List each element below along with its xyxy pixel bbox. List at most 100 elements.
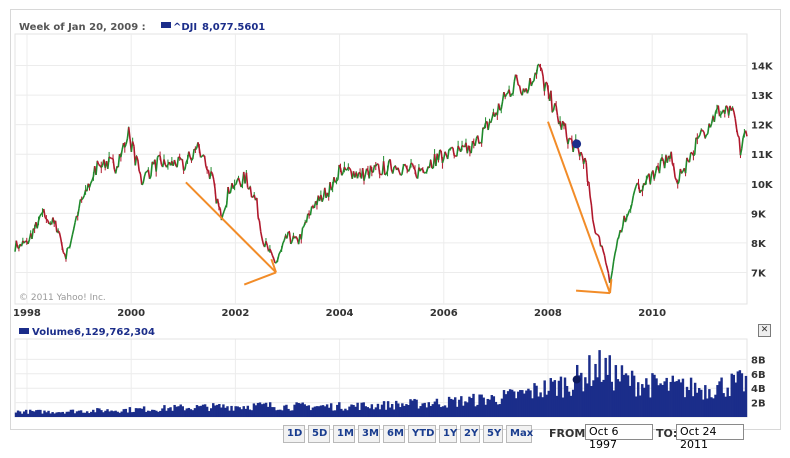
close-volume-button[interactable]: ✕ bbox=[758, 324, 771, 337]
price-segment bbox=[407, 168, 411, 172]
price-segment bbox=[148, 175, 152, 180]
price-segment bbox=[449, 146, 453, 150]
volume-bar bbox=[108, 411, 111, 417]
volume-bar bbox=[370, 404, 374, 417]
volume-bar bbox=[291, 410, 294, 417]
range-button-3m[interactable]: 3M bbox=[358, 425, 380, 443]
volume-bar bbox=[185, 408, 189, 417]
price-segment bbox=[555, 105, 559, 116]
volume-hover-marker bbox=[572, 375, 581, 384]
volume-bar bbox=[464, 401, 467, 417]
volume-bar bbox=[698, 388, 701, 417]
price-segment bbox=[500, 101, 504, 110]
y-tick-label: 10K bbox=[751, 180, 774, 191]
volume-bar bbox=[362, 402, 365, 417]
price-segment bbox=[512, 81, 516, 94]
volume-bar bbox=[537, 396, 540, 417]
volume-bar bbox=[602, 379, 605, 417]
volume-bar bbox=[149, 411, 152, 417]
price-segment bbox=[429, 159, 433, 169]
volume-bar bbox=[279, 409, 282, 417]
price-segment bbox=[114, 166, 118, 174]
volume-bar bbox=[179, 404, 182, 417]
volume-bar bbox=[338, 402, 341, 417]
volume-bar bbox=[539, 392, 542, 417]
price-segment bbox=[597, 234, 600, 238]
range-button-6m[interactable]: 6M bbox=[383, 425, 405, 443]
range-button-5y[interactable]: 5Y bbox=[483, 425, 503, 443]
volume-tick-label: 8B bbox=[751, 355, 766, 366]
volume-bar bbox=[254, 405, 258, 417]
price-segment bbox=[610, 270, 614, 279]
volume-bar bbox=[297, 403, 300, 417]
volume-bar bbox=[73, 413, 77, 417]
price-segment bbox=[58, 232, 62, 239]
range-button-5d[interactable]: 5D bbox=[308, 425, 330, 443]
price-segment bbox=[550, 90, 554, 113]
price-segment bbox=[163, 159, 167, 165]
range-button-ytd[interactable]: YTD bbox=[408, 425, 436, 443]
price-segment bbox=[580, 151, 584, 156]
volume-bar bbox=[685, 386, 689, 417]
range-button-max[interactable]: Max bbox=[506, 425, 533, 443]
volume-bar bbox=[232, 410, 235, 417]
x-tick-label: 2008 bbox=[534, 308, 562, 319]
volume-bar bbox=[649, 397, 652, 417]
price-segment bbox=[476, 135, 480, 144]
price-segment bbox=[744, 130, 748, 137]
volume-bar bbox=[612, 390, 616, 417]
from-date-field[interactable]: Oct 6 1997 bbox=[585, 424, 653, 451]
range-button-1m[interactable]: 1M bbox=[333, 425, 355, 443]
price-segment bbox=[343, 166, 347, 171]
volume-series bbox=[14, 350, 748, 417]
volume-bar bbox=[157, 411, 160, 417]
range-button-1y[interactable]: 1Y bbox=[439, 425, 457, 443]
price-segment bbox=[256, 197, 259, 218]
price-segment bbox=[82, 195, 86, 199]
volume-bar bbox=[691, 396, 695, 417]
volume-bar bbox=[531, 398, 534, 417]
volume-bar bbox=[445, 407, 449, 417]
volume-bar bbox=[246, 405, 250, 417]
price-segment bbox=[74, 215, 78, 223]
volume-bar bbox=[248, 409, 252, 417]
volume-bar bbox=[256, 402, 260, 417]
price-segment bbox=[705, 133, 709, 136]
volume-bar bbox=[236, 406, 239, 417]
volume-bar bbox=[451, 399, 455, 417]
y-axis-labels: 7K 8K 9K 10K 11K 12K 13K 14K bbox=[751, 62, 774, 280]
to-date-field[interactable]: Oct 24 2011 bbox=[676, 424, 744, 451]
volume-bar bbox=[437, 404, 441, 417]
volume-bar bbox=[732, 374, 735, 417]
range-button-1d[interactable]: 1D bbox=[283, 425, 305, 443]
volume-bar bbox=[592, 380, 595, 417]
price-segment bbox=[258, 220, 262, 232]
price-segment bbox=[661, 157, 665, 161]
volume-bar bbox=[234, 406, 237, 417]
price-segment bbox=[700, 129, 703, 132]
volume-bar bbox=[120, 411, 123, 417]
volume-bar bbox=[689, 377, 693, 417]
volume-bar bbox=[594, 363, 597, 417]
volume-bar bbox=[364, 406, 367, 417]
volume-bar bbox=[395, 400, 398, 417]
volume-bar bbox=[39, 409, 42, 417]
volume-bar bbox=[695, 392, 699, 417]
volume-bar bbox=[348, 406, 351, 417]
volume-bar bbox=[33, 411, 36, 417]
price-segment bbox=[265, 241, 269, 246]
volume-bar bbox=[622, 374, 626, 417]
volume-bar bbox=[563, 377, 567, 417]
volume-bar bbox=[399, 407, 402, 417]
volume-bar bbox=[744, 375, 748, 417]
price-segment bbox=[78, 199, 82, 209]
volume-bar bbox=[567, 391, 571, 417]
range-button-2y[interactable]: 2Y bbox=[460, 425, 480, 443]
volume-bar bbox=[171, 410, 174, 417]
x-tick-label: 2006 bbox=[430, 308, 458, 319]
price-segment bbox=[740, 137, 744, 149]
volume-bar bbox=[372, 409, 376, 417]
price-segment bbox=[505, 92, 509, 95]
volume-bar bbox=[482, 397, 485, 417]
volume-bar bbox=[106, 409, 109, 417]
